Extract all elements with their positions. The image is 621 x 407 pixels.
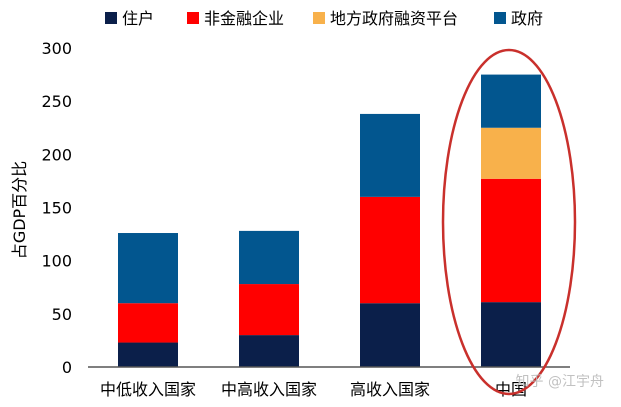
y-tick-label: 0 xyxy=(62,358,72,377)
legend-label: 政府 xyxy=(511,9,543,28)
legend-label: 地方政府融资平台 xyxy=(330,9,458,28)
bar-segment-1 xyxy=(360,303,420,367)
y-tick-label: 200 xyxy=(41,145,72,164)
legend-swatch xyxy=(494,12,506,24)
highlight-ellipse xyxy=(441,48,577,396)
y-tick-label: 100 xyxy=(41,252,72,271)
bar-segment-3 xyxy=(481,127,541,179)
y-tick-label: 250 xyxy=(41,92,72,111)
bar-segment-1 xyxy=(481,302,541,367)
bar-segment-2 xyxy=(360,196,420,304)
legend-swatch xyxy=(313,12,325,24)
watermark: 知乎 @江宇舟 xyxy=(516,373,604,390)
bar-segment-4 xyxy=(239,230,299,285)
y-tick-label: 150 xyxy=(41,199,72,218)
bar-segment-2 xyxy=(481,178,541,303)
x-tick-label: 高收入国家 xyxy=(350,380,430,399)
y-tick-label: 300 xyxy=(41,39,72,58)
bar-segment-4 xyxy=(360,113,420,197)
bar-segment-4 xyxy=(481,74,541,128)
bar-segment-1 xyxy=(118,342,178,367)
bar-segment-2 xyxy=(239,284,299,336)
legend-label: 非金融企业 xyxy=(204,9,284,28)
y-tick-label: 50 xyxy=(52,305,72,324)
bar-segment-2 xyxy=(118,303,178,343)
bar-segment-4 xyxy=(118,233,178,304)
y-axis-label: 占GDP百分比 xyxy=(10,161,29,259)
x-tick-label: 中低收入国家 xyxy=(100,380,196,399)
x-tick-label: 中高收入国家 xyxy=(221,380,317,399)
legend-swatch xyxy=(187,12,199,24)
bar-segment-1 xyxy=(239,335,299,367)
legend-label: 住户 xyxy=(122,9,154,28)
legend-swatch xyxy=(105,12,117,24)
